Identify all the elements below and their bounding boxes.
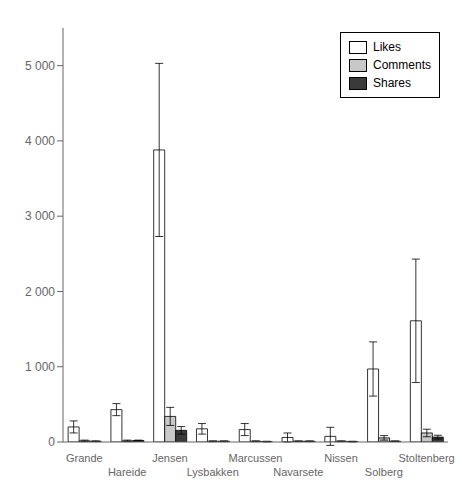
svg-text:1 000: 1 000 <box>25 360 55 374</box>
svg-text:Lysbakken: Lysbakken <box>187 466 239 478</box>
svg-text:Navarsete: Navarsete <box>273 466 323 478</box>
svg-text:Grande: Grande <box>66 452 103 464</box>
svg-text:3 000: 3 000 <box>25 209 55 223</box>
svg-text:Jensen: Jensen <box>152 452 187 464</box>
svg-text:Stoltenberg: Stoltenberg <box>398 452 454 464</box>
svg-text:5 000: 5 000 <box>25 59 55 73</box>
svg-text:0: 0 <box>48 435 55 449</box>
svg-text:2 000: 2 000 <box>25 285 55 299</box>
html-text:Likes: Likes <box>373 40 401 54</box>
svg-text:Nissen: Nissen <box>324 452 358 464</box>
svg-text:Marcussen: Marcussen <box>229 452 283 464</box>
svg-text:Solberg: Solberg <box>365 466 403 478</box>
svg-text:Hareide: Hareide <box>108 466 147 478</box>
html-text:Shares: Shares <box>373 76 411 90</box>
svg-text:4 000: 4 000 <box>25 134 55 148</box>
html-text:Comments: Comments <box>373 58 431 72</box>
